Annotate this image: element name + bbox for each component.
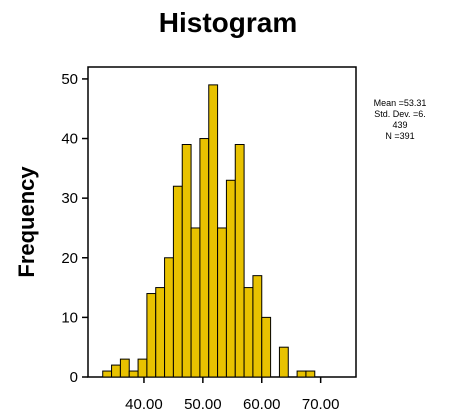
histogram-bar [217,227,227,378]
histogram-bar [305,370,316,378]
y-tick-label: 50 [61,71,78,88]
stats-std-dev: Std. Dev. =6. [374,109,426,119]
histogram-bar [172,185,183,378]
y-axis-ticks: 0 10 20 30 40 50 [61,71,88,386]
y-tick-label: 30 [61,190,78,207]
y-tick-label: 40 [61,131,78,148]
histogram-bar [234,144,245,378]
histogram-bar [181,144,192,378]
histogram-bar [164,257,174,378]
x-tick-label: 50.00 [184,396,222,413]
histogram-bar [111,364,121,378]
y-tick-label: 0 [70,369,78,386]
y-axis-label: Frequency [14,166,39,278]
histogram-bar [146,293,157,378]
stats-n: N =391 [385,131,414,141]
histogram-bar [190,227,201,378]
x-axis-ticks: 40.00 50.00 60.00 70.00 [125,377,339,413]
histogram-bar [208,84,219,378]
x-tick-label: 70.00 [302,396,340,413]
histogram-bar [243,287,254,378]
histogram-bar [296,370,307,378]
histogram-bar [137,358,148,378]
histogram-bar [155,287,166,378]
stats-box: Mean =53.31 Std. Dev. =6. 439 N =391 [374,98,427,141]
stats-std-dev-cont: 439 [392,120,407,130]
histogram-bar [252,275,263,378]
stats-mean: Mean =53.31 [374,98,427,108]
y-tick-label: 10 [61,309,78,326]
histogram-bar [119,358,130,378]
histogram-bar [102,370,113,378]
histogram-bar [261,316,272,378]
histogram-bar [225,179,236,378]
x-tick-label: 40.00 [125,396,163,413]
histogram-bar [278,346,289,378]
plot-area: 0 10 20 30 40 50 40.00 50.00 60.00 70.00 [61,66,357,413]
y-tick-label: 20 [61,250,78,267]
histogram-bar [199,138,210,378]
x-tick-label: 60.00 [243,396,281,413]
histogram-bar [128,370,139,378]
chart-title: Histogram [159,7,297,38]
bars-layer [102,84,316,378]
